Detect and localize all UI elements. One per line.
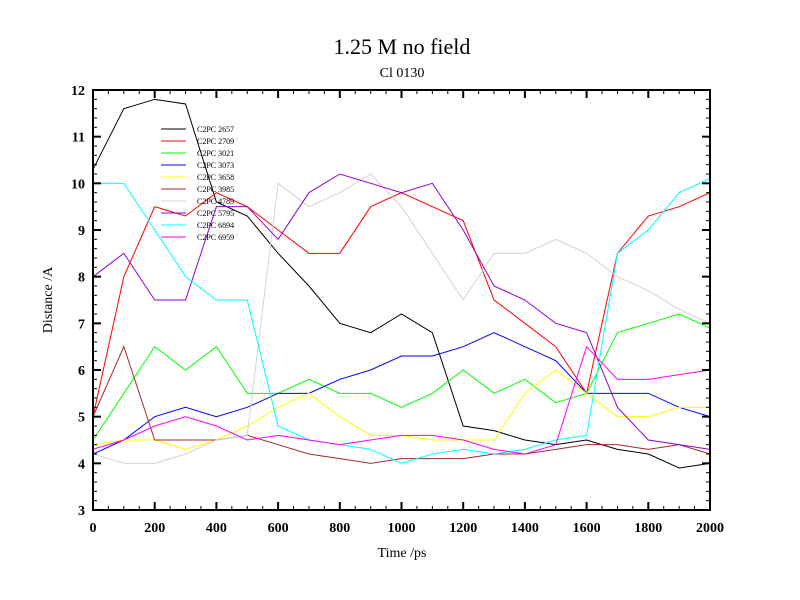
legend-label-1: C2PC 2709 [197, 137, 234, 146]
y-tick-label: 9 [78, 224, 85, 239]
y-tick-label: 11 [72, 131, 85, 146]
x-tick-label: 600 [268, 521, 289, 536]
x-tick-label: 200 [144, 521, 165, 536]
x-tick-label: 400 [206, 521, 227, 536]
legend-label-5: C2PC 3985 [197, 185, 234, 194]
series-line-1 [93, 192, 710, 417]
x-tick-label: 1600 [573, 521, 601, 536]
legend-label-6: C2PC 4789 [197, 197, 234, 206]
y-tick-label: 3 [78, 504, 85, 519]
y-tick-label: 12 [71, 84, 85, 99]
legend-label-7: C2PC 5795 [197, 209, 234, 218]
series-line-7 [93, 173, 710, 450]
x-axis-label: Time /ps [378, 546, 427, 561]
legend-label-3: C2PC 3073 [197, 161, 234, 170]
series-line-8 [93, 178, 710, 464]
axes-layer: 0 200 400 600 800 1000 1200 1400 1600 1800 2000 3 4 5… [71, 84, 724, 536]
x-tick-label: 1800 [634, 521, 662, 536]
series-line-6 [93, 173, 710, 464]
y-tick-label: 7 [78, 317, 85, 332]
y-tick-label: 8 [78, 271, 85, 286]
legend-label-0: C2PC 2657 [197, 125, 234, 134]
y-tick-label: 4 [78, 457, 85, 472]
x-tick-label: 2000 [696, 521, 724, 536]
series-line-5 [93, 345, 710, 464]
x-tick-label: 1400 [511, 521, 539, 536]
series-line-0 [93, 98, 710, 469]
series-layer [93, 98, 710, 469]
legend-label-4: C2PC 3658 [197, 173, 234, 182]
y-tick-label: 10 [71, 177, 85, 192]
chart-subtitle: Cl 0130 [380, 66, 425, 81]
legend-label-9: C2PC 6959 [197, 233, 234, 242]
series-line-3 [93, 332, 710, 455]
series-line-9 [93, 345, 710, 455]
y-tick-label: 5 [78, 411, 85, 426]
y-axis-label: Distance /A [41, 266, 56, 333]
x-tick-label: 1200 [449, 521, 477, 536]
chart-title: 1.25 M no field [334, 34, 471, 59]
legend: C2PC 2657 C2PC 2709 C2PC 3021 C2PC 3073 C2PC… [161, 125, 234, 242]
legend-label-2: C2PC 3021 [197, 149, 234, 158]
series-line-2 [93, 313, 710, 441]
x-tick-label: 1000 [388, 521, 416, 536]
y-tick-label: 6 [78, 364, 85, 379]
legend-label-8: C2PC 6894 [197, 221, 234, 230]
series-line-4 [93, 369, 710, 450]
x-tick-label: 0 [90, 521, 97, 536]
x-tick-label: 800 [329, 521, 350, 536]
